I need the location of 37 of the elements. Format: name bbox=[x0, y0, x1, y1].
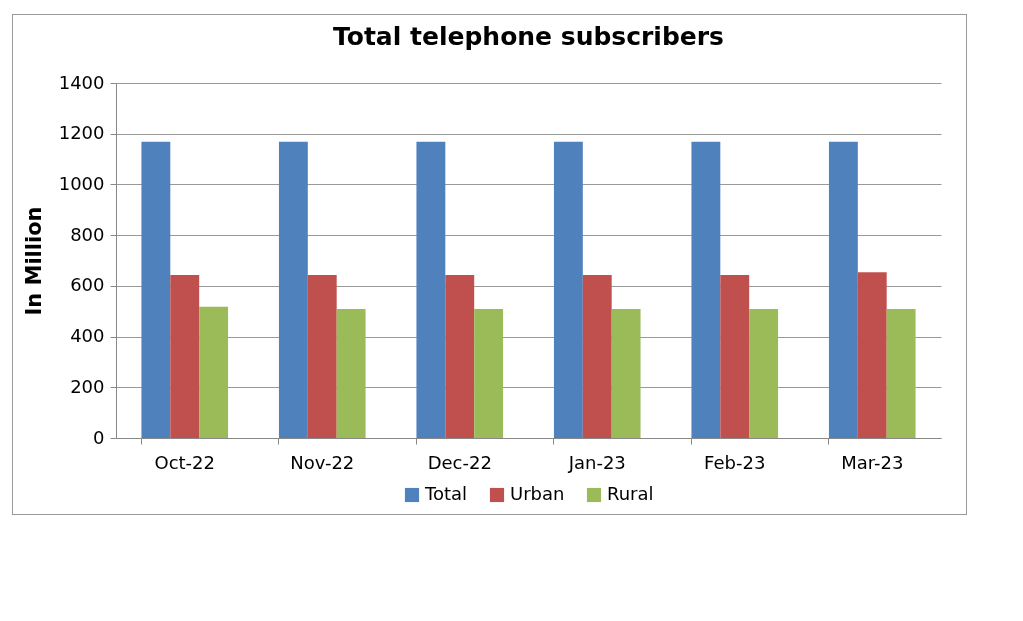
y-tick-label: 1200 bbox=[58, 122, 105, 144]
x-tick-label: Jan-23 bbox=[567, 451, 626, 473]
x-tick-label: Dec-22 bbox=[427, 451, 492, 473]
bar bbox=[141, 141, 171, 438]
y-tick-label: 200 bbox=[70, 375, 105, 397]
legend-label: Total bbox=[424, 483, 468, 504]
bar bbox=[199, 306, 229, 438]
y-tick-label: 800 bbox=[70, 223, 105, 245]
bar bbox=[857, 272, 887, 438]
bar bbox=[582, 274, 612, 438]
bar bbox=[611, 308, 641, 438]
bar bbox=[553, 141, 583, 438]
bar bbox=[307, 274, 337, 438]
bar bbox=[336, 308, 366, 438]
y-tick-label: 600 bbox=[70, 274, 105, 296]
y-tick-label: 1400 bbox=[58, 71, 105, 93]
legend-label: Rural bbox=[607, 483, 654, 504]
bar bbox=[170, 274, 200, 438]
bar bbox=[691, 141, 721, 438]
y-tick-label: 1000 bbox=[58, 172, 105, 194]
bar bbox=[278, 141, 308, 438]
bar bbox=[416, 141, 446, 438]
bar bbox=[828, 141, 858, 438]
bar bbox=[474, 308, 504, 438]
y-axis-title: In Million bbox=[21, 206, 46, 316]
bar bbox=[720, 274, 750, 438]
bar bbox=[749, 308, 779, 438]
legend-label: Urban bbox=[510, 483, 565, 504]
y-tick-label: 400 bbox=[70, 325, 105, 347]
x-tick-label: Oct-22 bbox=[154, 451, 216, 473]
bar bbox=[886, 308, 916, 438]
bar bbox=[445, 274, 475, 438]
chart-title: Total telephone subscribers bbox=[333, 22, 724, 51]
y-tick-label: 0 bbox=[93, 426, 105, 448]
x-tick-label: Feb-23 bbox=[704, 451, 766, 473]
x-tick-label: Mar-23 bbox=[841, 451, 904, 473]
x-tick-label: Nov-22 bbox=[290, 451, 355, 473]
